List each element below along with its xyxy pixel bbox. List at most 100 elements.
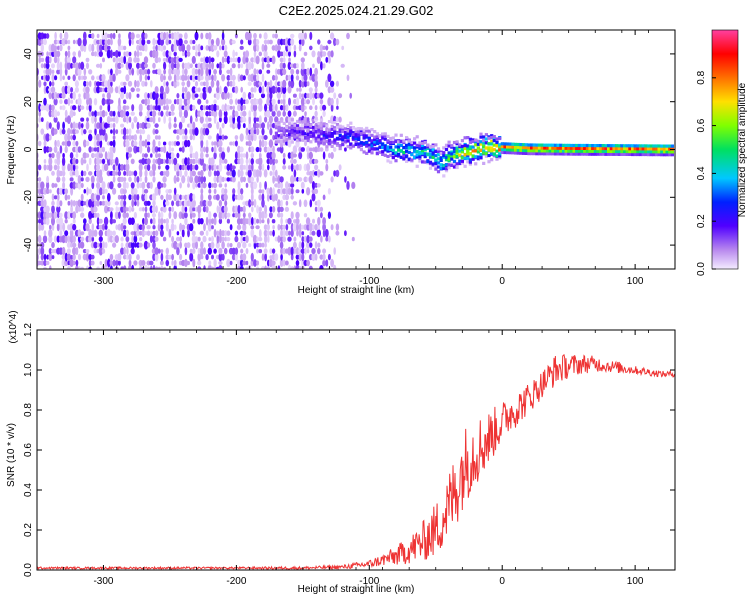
heatmap-cell <box>208 32 212 40</box>
heatmap-cell <box>221 147 225 152</box>
heatmap-cell <box>333 138 337 142</box>
heatmap-cell <box>628 150 632 154</box>
heatmap-cell <box>288 97 291 106</box>
heatmap-cell <box>431 145 435 149</box>
snr-x-label: Height of straight line (km) <box>298 584 415 595</box>
heatmap-cell <box>271 248 276 254</box>
heatmap-cell <box>128 62 132 70</box>
heatmap-cell <box>98 236 103 243</box>
heatmap-cell <box>436 165 441 169</box>
heatmap-cell <box>219 85 222 95</box>
heatmap-cell <box>162 182 167 188</box>
heatmap-cell <box>175 31 180 41</box>
heatmap-cell <box>455 140 459 144</box>
heatmap-cell <box>64 188 69 195</box>
heatmap-cell <box>221 176 225 183</box>
heatmap-cell <box>234 235 239 243</box>
heatmap-cell <box>213 145 217 154</box>
heatmap-cell <box>158 117 161 123</box>
y-tick-label: 0.6 <box>23 443 34 457</box>
heatmap-cell <box>133 175 137 183</box>
heatmap-cell <box>287 74 292 81</box>
heatmap-cell <box>351 126 355 130</box>
heatmap-cell <box>319 92 324 99</box>
heatmap-cell <box>45 33 50 39</box>
heatmap-cell <box>216 234 220 244</box>
heatmap-cell <box>317 247 321 255</box>
heatmap-cell <box>314 182 318 188</box>
heatmap-cell <box>362 131 366 135</box>
heatmap-cell <box>176 74 180 81</box>
heatmap-cell <box>646 147 651 151</box>
heatmap-cell <box>617 144 621 148</box>
heatmap-cell <box>298 163 302 171</box>
heatmap-cell <box>91 223 95 232</box>
heatmap-cell <box>126 247 129 255</box>
heatmap-cell <box>423 146 427 150</box>
heatmap-cell <box>232 193 236 202</box>
heatmap-cell <box>300 248 305 254</box>
heatmap-cell <box>381 150 385 154</box>
heatmap-cell <box>189 223 194 232</box>
heatmap-cell <box>155 97 158 107</box>
heatmap-cell <box>72 91 76 101</box>
heatmap-cell <box>306 132 310 136</box>
heatmap-cell <box>77 253 82 261</box>
heatmap-cell <box>248 199 252 208</box>
heatmap-cell <box>253 109 257 118</box>
heatmap-cell <box>452 163 457 167</box>
heatmap-cell <box>125 61 130 71</box>
colorbar-tick-label: 0.2 <box>696 214 707 228</box>
heatmap-cell <box>131 68 135 76</box>
heatmap-cell <box>104 32 108 40</box>
heatmap-cell <box>128 116 132 123</box>
heatmap-cell <box>434 154 438 158</box>
heatmap-cell <box>88 110 92 117</box>
heatmap-cell <box>277 86 281 93</box>
heatmap-cell <box>141 61 146 70</box>
heatmap-cell <box>596 144 600 148</box>
heatmap-cell <box>110 80 113 87</box>
heatmap-cell <box>298 199 302 208</box>
heatmap-cell <box>442 154 446 158</box>
heatmap-cell <box>329 32 335 40</box>
heatmap-cell <box>147 92 150 99</box>
heatmap-cell <box>285 230 289 237</box>
heatmap-cell <box>218 252 223 262</box>
heatmap-cell <box>247 140 252 147</box>
heatmap-cell <box>229 80 233 87</box>
heatmap-cell <box>239 146 244 153</box>
heatmap-cell <box>300 123 305 128</box>
heatmap-cell <box>296 177 299 182</box>
heatmap-cell <box>641 152 645 157</box>
heatmap-cell <box>221 211 225 220</box>
heatmap-cell <box>293 132 297 136</box>
heatmap-cell <box>218 146 223 153</box>
heatmap-cell <box>274 44 278 52</box>
heatmap-cell <box>221 74 226 82</box>
heatmap-cell <box>67 235 71 244</box>
heatmap-cell <box>136 194 140 201</box>
heatmap-cell <box>248 212 252 218</box>
heatmap-cell <box>67 85 71 95</box>
heatmap-cell <box>106 98 111 106</box>
heatmap-cell <box>115 224 119 230</box>
heatmap-cell <box>120 92 125 100</box>
heatmap-cell <box>184 246 188 256</box>
heatmap-cell <box>191 230 196 236</box>
heatmap-cell <box>218 183 223 188</box>
heatmap-cell <box>40 128 45 135</box>
heatmap-cell <box>115 115 119 124</box>
heatmap-cell <box>46 175 50 183</box>
heatmap-cell <box>282 85 287 95</box>
heatmap-cell <box>189 248 193 254</box>
heatmap-cell <box>304 125 308 129</box>
heatmap-cell <box>418 156 422 160</box>
heatmap-cell <box>319 141 324 145</box>
heatmap-cell <box>64 85 68 95</box>
heatmap-cell <box>341 129 345 134</box>
heatmap-cell <box>146 158 151 165</box>
heatmap-cell <box>247 169 252 178</box>
heatmap-cell <box>123 99 127 104</box>
heatmap-cell <box>183 109 188 119</box>
